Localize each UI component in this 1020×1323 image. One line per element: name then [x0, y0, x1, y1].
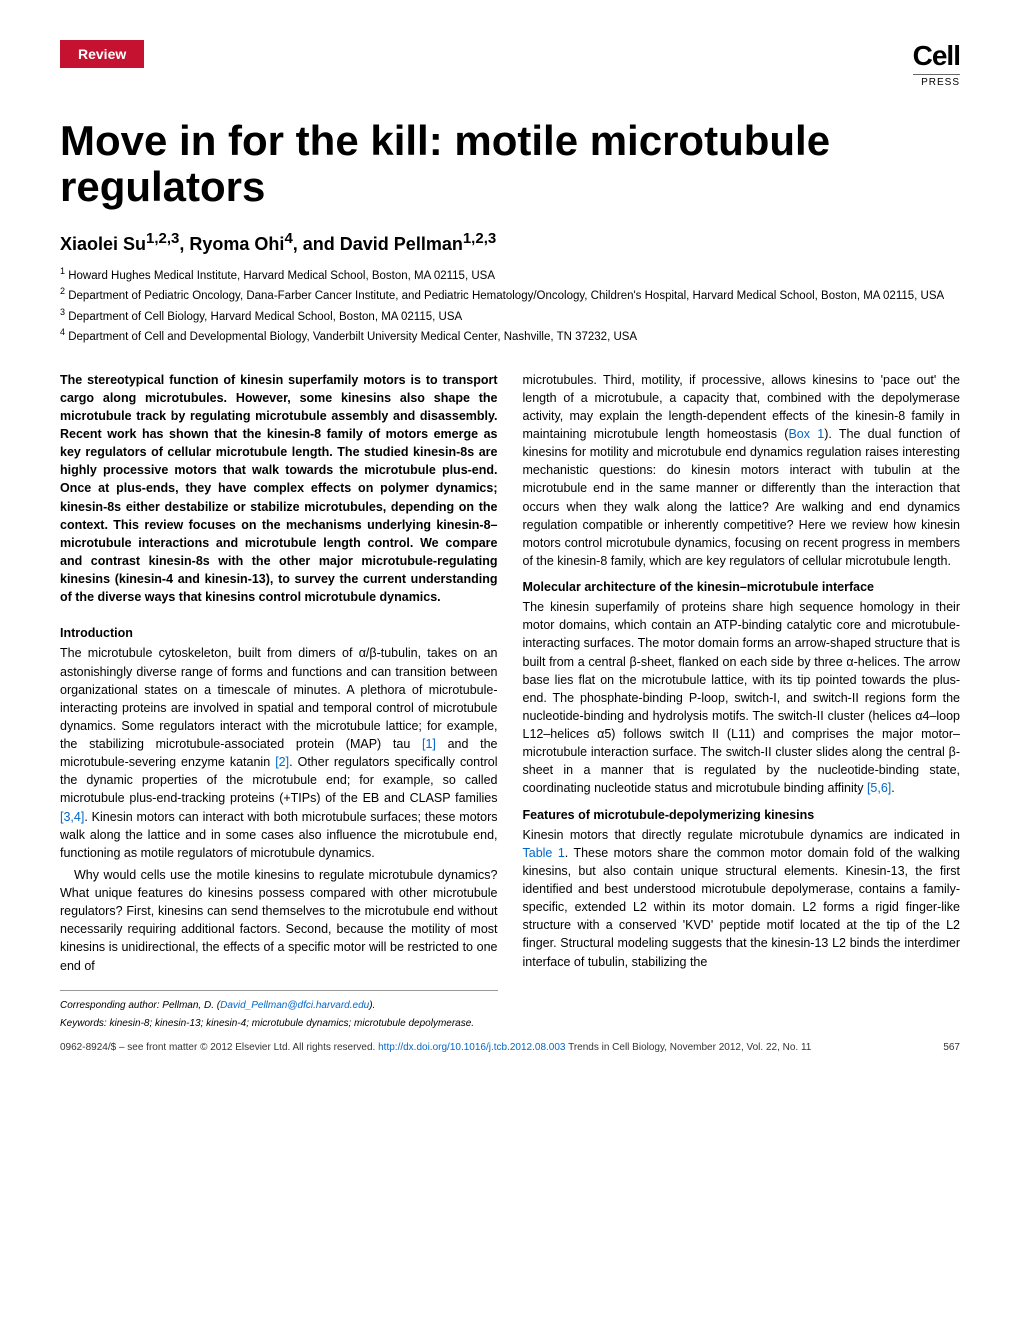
corresponding-label: Corresponding author: [60, 1000, 160, 1011]
two-column-content: The stereotypical function of kinesin su… [0, 371, 1020, 1032]
intro-p1a: The microtubule cytoskeleton, built from… [60, 646, 498, 751]
doi-link[interactable]: http://dx.doi.org/10.1016/j.tcb.2012.08.… [378, 1042, 565, 1053]
article-title: Move in for the kill: motile microtubule… [0, 88, 1020, 230]
author-3-sup: 1,2,3 [463, 230, 496, 247]
copyright-text: 0962-8924/$ – see front matter © 2012 El… [60, 1042, 378, 1053]
keywords-label: Keywords: [60, 1018, 107, 1029]
right-p2: The kinesin superfamily of proteins shar… [523, 598, 961, 797]
author-2: , Ryoma Ohi [179, 234, 284, 254]
box-1-link[interactable]: Box 1 [788, 427, 824, 441]
keywords-text: kinesin-8; kinesin-13; kinesin-4; microt… [107, 1018, 474, 1029]
ref-1-link[interactable]: [1] [422, 737, 436, 751]
footer-left: 0962-8924/$ – see front matter © 2012 El… [60, 1042, 811, 1053]
logo-subtext: PRESS [913, 74, 960, 88]
logo-text: Cell [913, 40, 960, 72]
page-number: 567 [943, 1042, 960, 1053]
right-column: microtubules. Third, motility, if proces… [523, 371, 961, 1032]
ref-2-link[interactable]: [2] [275, 755, 289, 769]
affiliation-1: 1 Howard Hughes Medical Institute, Harva… [60, 265, 960, 285]
features-heading: Features of microtubule-depolymerizing k… [523, 806, 961, 824]
header-bar: Review Cell PRESS [0, 40, 1020, 88]
intro-p1d: . Kinesin motors can interact with both … [60, 810, 498, 860]
cell-press-logo: Cell PRESS [913, 40, 960, 88]
affiliations: 1 Howard Hughes Medical Institute, Harva… [0, 265, 1020, 370]
affiliation-4: 4 Department of Cell and Developmental B… [60, 326, 960, 346]
author-3: , and David Pellman [293, 234, 463, 254]
intro-paragraph-1: The microtubule cytoskeleton, built from… [60, 644, 498, 862]
affiliation-2-text: Department of Pediatric Oncology, Dana-F… [68, 290, 944, 302]
corresponding-close: ). [369, 1000, 375, 1011]
abstract: The stereotypical function of kinesin su… [60, 371, 498, 607]
author-1-sup: 1,2,3 [146, 230, 179, 247]
right-p3: Kinesin motors that directly regulate mi… [523, 826, 961, 971]
left-column: The stereotypical function of kinesin su… [60, 371, 498, 1032]
right-p1: microtubules. Third, motility, if proces… [523, 371, 961, 570]
right-p3a: Kinesin motors that directly regulate mi… [523, 828, 961, 842]
ref-3-4-link[interactable]: [3,4] [60, 810, 84, 824]
author-2-sup: 4 [284, 230, 292, 247]
corresponding-email-link[interactable]: David_Pellman@dfci.harvard.edu [220, 1000, 369, 1011]
author-1: Xiaolei Su [60, 234, 146, 254]
journal-info: Trends in Cell Biology, November 2012, V… [565, 1042, 811, 1053]
right-p1b: ). The dual function of kinesins for mot… [523, 427, 961, 568]
affiliation-4-text: Department of Cell and Developmental Bio… [68, 330, 637, 342]
affiliation-2: 2 Department of Pediatric Oncology, Dana… [60, 285, 960, 305]
corresponding-text: Pellman, D. ( [160, 1000, 221, 1011]
table-1-link[interactable]: Table 1 [523, 846, 565, 860]
affiliation-1-text: Howard Hughes Medical Institute, Harvard… [68, 270, 495, 282]
right-p3b: . These motors share the common motor do… [523, 846, 961, 969]
page-footer: 0962-8924/$ – see front matter © 2012 El… [0, 1032, 1020, 1063]
intro-paragraph-2: Why would cells use the motile kinesins … [60, 866, 498, 975]
authors: Xiaolei Su1,2,3, Ryoma Ohi4, and David P… [0, 230, 1020, 265]
keywords: Keywords: kinesin-8; kinesin-13; kinesin… [60, 1017, 498, 1032]
intro-heading: Introduction [60, 624, 498, 642]
affiliation-3-text: Department of Cell Biology, Harvard Medi… [68, 310, 462, 322]
affiliation-3: 3 Department of Cell Biology, Harvard Me… [60, 306, 960, 326]
corresponding-author: Corresponding author: Pellman, D. (David… [60, 990, 498, 1014]
molecular-architecture-heading: Molecular architecture of the kinesin–mi… [523, 578, 961, 596]
ref-5-6-link[interactable]: [5,6] [867, 781, 891, 795]
right-p2a: The kinesin superfamily of proteins shar… [523, 600, 961, 795]
review-badge: Review [60, 40, 144, 68]
right-p2b: . [891, 781, 894, 795]
